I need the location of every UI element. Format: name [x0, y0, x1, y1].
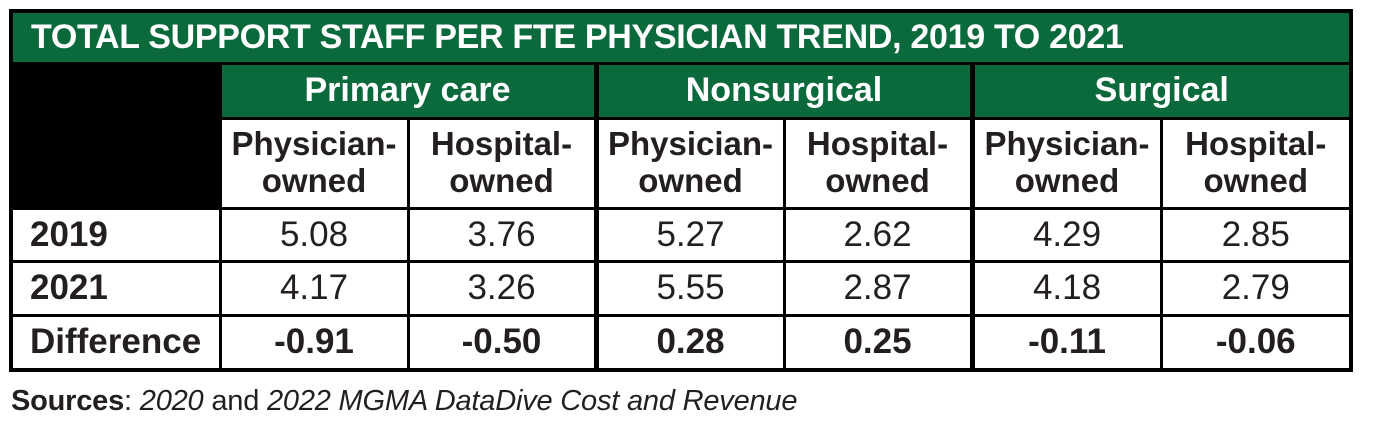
row-label-2021: 2021	[9, 259, 222, 317]
row-label-2019: 2019	[9, 206, 222, 263]
value-cell: 4.29	[969, 206, 1163, 263]
subheader-hospital-owned-primary: Hospital- owned	[406, 116, 598, 210]
difference-value: -0.11	[969, 313, 1163, 372]
sources-publication: 2022 MGMA DataDive Cost and Revenue	[266, 385, 798, 417]
subheader-physician-owned-surgical: Physician- owned	[969, 116, 1163, 210]
row-label-difference: Difference	[9, 313, 222, 372]
group-header-primary-care: Primary care	[218, 61, 598, 120]
difference-value: 0.28	[593, 313, 786, 372]
value-cell: 3.26	[406, 259, 598, 317]
group-header-surgical: Surgical	[969, 61, 1353, 120]
sources-connector: and	[203, 385, 267, 417]
group-header-row: Primary care Nonsurgical Surgical	[9, 61, 1353, 210]
value-cell: 2.87	[782, 259, 974, 317]
value-cell: 2.62	[782, 206, 974, 263]
difference-value: -0.91	[218, 313, 410, 372]
subheader-physician-owned-nonsurgical: Physician- owned	[593, 116, 786, 210]
subheader-row: Physician- owned Hospital- owned Physici…	[11, 116, 1353, 210]
subheader-hospital-owned-nonsurgical: Hospital- owned	[782, 116, 974, 210]
value-cell: 3.76	[406, 206, 598, 263]
value-cell: 2.85	[1159, 206, 1353, 263]
table-row-2019: 2019 5.08 3.76 5.27 2.62 4.29 2.85	[9, 206, 1353, 263]
group-header-nonsurgical: Nonsurgical	[593, 61, 974, 120]
difference-value: -0.06	[1159, 313, 1353, 372]
value-cell: 2.79	[1159, 259, 1353, 317]
title-row: TOTAL SUPPORT STAFF PER FTE PHYSICIAN TR…	[9, 9, 1353, 65]
table-row-2021: 2021 4.17 3.26 5.55 2.87 4.18 2.79	[9, 259, 1353, 317]
figure-canvas: TOTAL SUPPORT STAFF PER FTE PHYSICIAN TR…	[9, 9, 1391, 418]
table-title: TOTAL SUPPORT STAFF PER FTE PHYSICIAN TR…	[9, 9, 1353, 65]
value-cell: 4.18	[969, 259, 1163, 317]
corner-black-cell	[9, 61, 222, 210]
sources-label: Sources	[11, 385, 125, 417]
value-cell: 5.55	[593, 259, 786, 317]
value-cell: 5.08	[218, 206, 410, 263]
value-cell: 4.17	[218, 259, 410, 317]
subheader-hospital-owned-surgical: Hospital- owned	[1159, 116, 1353, 210]
table-row-difference: Difference -0.91 -0.50 0.28 0.25 -0.11 -…	[9, 313, 1353, 372]
value-cell: 5.27	[593, 206, 786, 263]
sources-line: Sources: 2020 and 2022 MGMA DataDive Cos…	[11, 385, 1391, 418]
sources-year-2020: 2020	[139, 385, 204, 417]
difference-value: -0.50	[406, 313, 598, 372]
difference-value: 0.25	[782, 313, 974, 372]
sources-colon: :	[124, 385, 140, 417]
subheader-physician-owned-primary: Physician- owned	[218, 116, 410, 210]
support-staff-table: TOTAL SUPPORT STAFF PER FTE PHYSICIAN TR…	[9, 9, 1354, 372]
